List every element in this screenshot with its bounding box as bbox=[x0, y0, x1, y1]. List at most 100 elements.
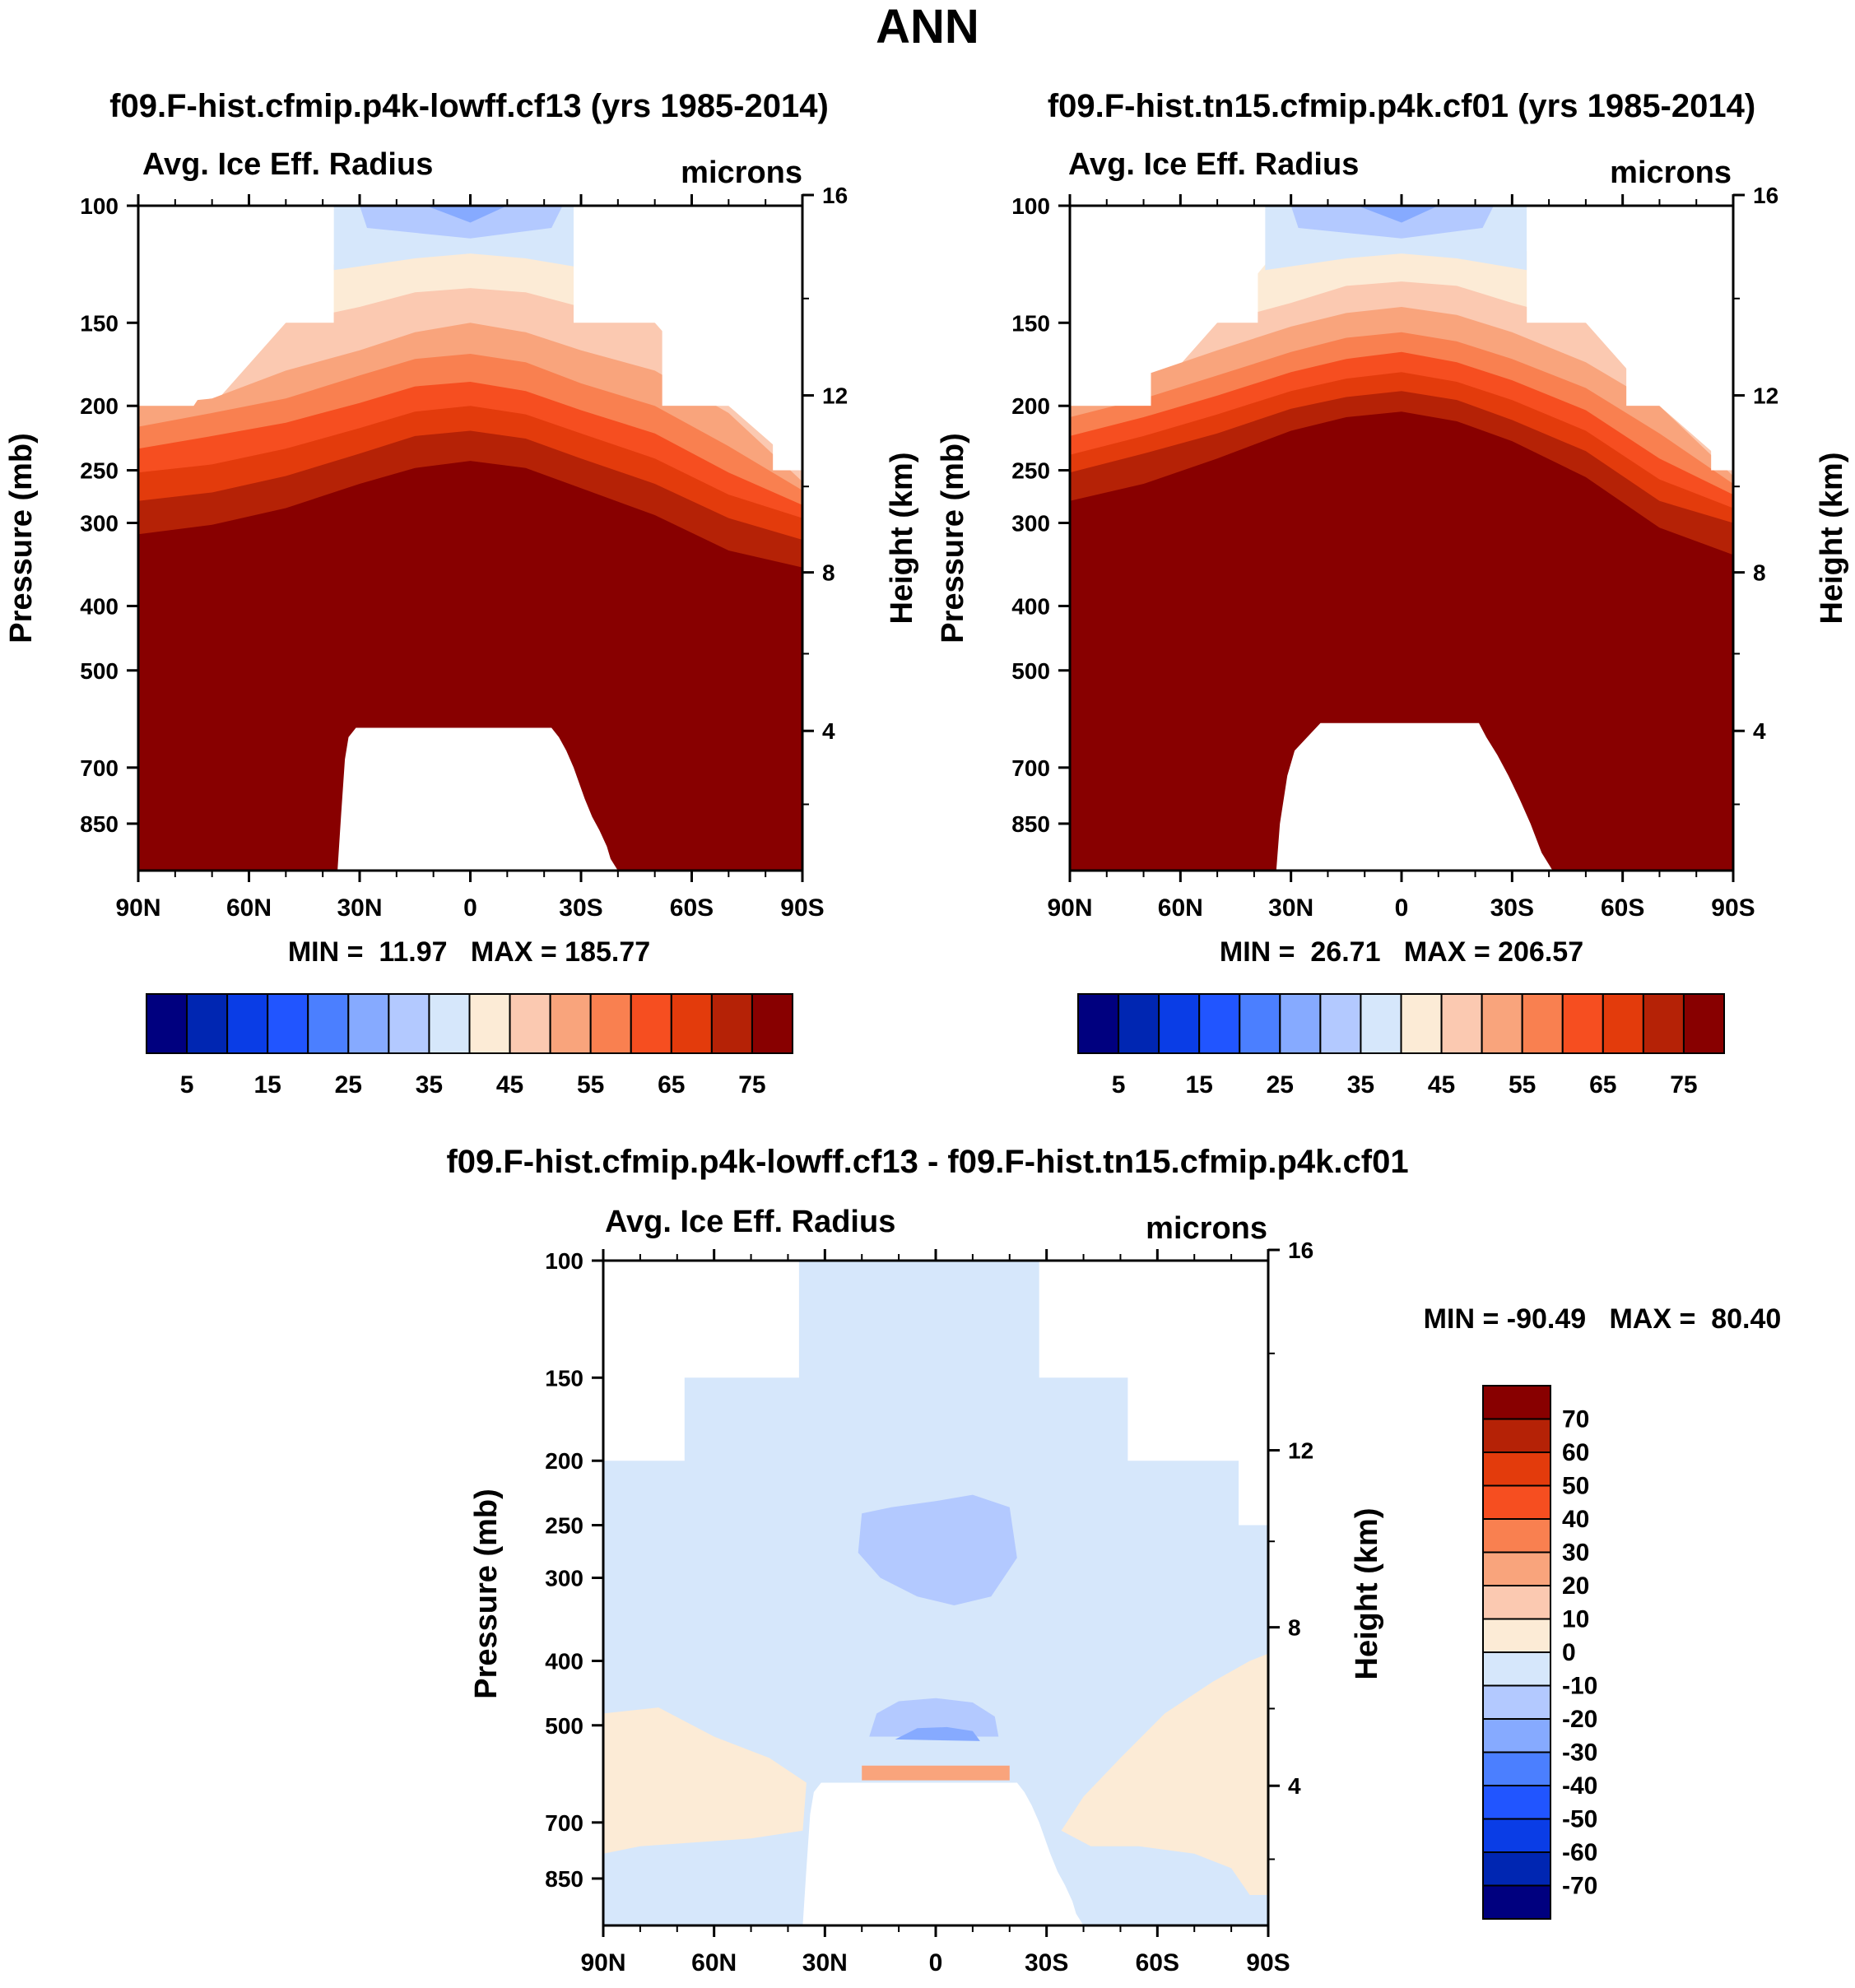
contour-region-warm bbox=[862, 1765, 1010, 1781]
contour-band-25 bbox=[1357, 206, 1439, 223]
contour-fills bbox=[1070, 206, 1733, 871]
colorbar-box bbox=[1482, 1718, 1551, 1753]
colorbar-box bbox=[1482, 1452, 1551, 1487]
colorbar-box bbox=[710, 993, 753, 1054]
colorbar-label: 55 bbox=[577, 1071, 604, 1099]
y-tick-label: 250 bbox=[1011, 458, 1050, 484]
y-tick-label: 400 bbox=[80, 593, 119, 619]
y-right-tick-label: 12 bbox=[822, 383, 848, 409]
right-string: microns bbox=[681, 156, 802, 190]
colorbar-box bbox=[1482, 1884, 1551, 1920]
y-tick-label: 850 bbox=[80, 811, 119, 837]
stats-text: MIN = 26.71 MAX = 206.57 bbox=[1220, 936, 1583, 968]
x-tick-label: 60N bbox=[691, 1949, 737, 1976]
x-tick-label: 90S bbox=[1246, 1949, 1290, 1976]
y-tick-label: 100 bbox=[545, 1248, 583, 1274]
colorbar-box bbox=[1642, 993, 1685, 1054]
y-tick-label: 700 bbox=[545, 1810, 583, 1836]
colorbar-box bbox=[1077, 993, 1120, 1054]
colorbar-box bbox=[1482, 1751, 1551, 1786]
contour-region-0 bbox=[603, 1707, 807, 1854]
y-tick-label: 200 bbox=[80, 393, 119, 419]
terrain-mask bbox=[802, 1782, 1084, 1925]
y-tick-label: 300 bbox=[1011, 511, 1050, 536]
y-tick-label: 400 bbox=[1011, 593, 1050, 619]
colorbar-box bbox=[1482, 1851, 1551, 1887]
colorbar-box bbox=[1482, 1551, 1551, 1586]
colorbar-box bbox=[1482, 1585, 1551, 1620]
colorbar-label: 75 bbox=[738, 1071, 765, 1099]
colorbar-box bbox=[186, 993, 229, 1054]
contour-band-30 bbox=[360, 206, 563, 239]
y-tick-label: 150 bbox=[1011, 310, 1050, 336]
colorbar-label: 55 bbox=[1509, 1071, 1536, 1099]
panel-title: f09.F-hist.cfmip.p4k-lowff.cf13 (yrs 198… bbox=[109, 88, 829, 124]
terrain-mask bbox=[1276, 722, 1553, 871]
colorbar-box bbox=[509, 993, 551, 1054]
colorbar-label: 45 bbox=[1428, 1071, 1455, 1099]
colorbar-label: 15 bbox=[1186, 1071, 1213, 1099]
x-tick-label: 90N bbox=[580, 1949, 625, 1976]
colorbar-box bbox=[630, 993, 672, 1054]
colorbar-box bbox=[1482, 1385, 1551, 1420]
y-tick-label: 100 bbox=[1011, 193, 1050, 219]
y-tick-label: 500 bbox=[545, 1713, 583, 1739]
x-tick-label: 30S bbox=[1490, 894, 1534, 922]
contour-band-25 bbox=[425, 206, 508, 223]
x-tick-label: 0 bbox=[1395, 894, 1409, 922]
left-string: Avg. Ice Eff. Radius bbox=[142, 147, 433, 182]
colorbar-box bbox=[1319, 993, 1362, 1054]
plot-area: 90N 60N 30N 0 30S 60S 90S 100 150 200 250 300 400 500… bbox=[1011, 183, 1778, 922]
y-right-tick-label: 8 bbox=[1753, 560, 1766, 586]
colorbar-label: 35 bbox=[1347, 1071, 1374, 1099]
panel-title: f09.F-hist.cfmip.p4k-lowff.cf13 - f09.F-… bbox=[446, 1144, 1408, 1180]
colorbar-label: 0 bbox=[1562, 1639, 1576, 1666]
colorbar-label: -70 bbox=[1562, 1873, 1597, 1900]
colorbar-label: -10 bbox=[1562, 1673, 1597, 1700]
contour-region-2 bbox=[858, 1494, 1017, 1605]
x-tick-label: 30N bbox=[1268, 894, 1313, 922]
colorbar-label: 20 bbox=[1562, 1572, 1589, 1600]
colorbar-box bbox=[1118, 993, 1160, 1054]
x-tick-label: 30S bbox=[1025, 1949, 1068, 1976]
colorbar-box bbox=[1561, 993, 1604, 1054]
colorbar-box bbox=[1521, 993, 1564, 1054]
left-string: Avg. Ice Eff. Radius bbox=[605, 1205, 895, 1239]
y-axis-label: Pressure (mb) bbox=[4, 433, 39, 643]
x-tick-label: 0 bbox=[929, 1949, 943, 1976]
contour-region-1 bbox=[1061, 1653, 1268, 1895]
panel-model-2: f09.F-hist.tn15.cfmip.p4k.cf01 (yrs 1985… bbox=[936, 88, 1849, 1099]
colorbar-label: 45 bbox=[496, 1071, 523, 1099]
y-tick-label: 200 bbox=[1011, 393, 1050, 419]
y-right-tick-label: 4 bbox=[1753, 718, 1766, 744]
colorbar-label: 65 bbox=[1589, 1071, 1616, 1099]
y-tick-label: 850 bbox=[1011, 811, 1050, 837]
colorbar-box bbox=[468, 993, 511, 1054]
colorbar-box bbox=[751, 993, 793, 1054]
y-right-tick-label: 8 bbox=[1288, 1615, 1301, 1641]
y-tick-label: 700 bbox=[80, 755, 119, 781]
colorbar-box bbox=[1482, 1651, 1551, 1687]
y-right-axis-label: Height (km) bbox=[1815, 453, 1849, 625]
colorbar-box bbox=[307, 993, 350, 1054]
colorbar-box bbox=[1482, 1785, 1551, 1820]
x-tick-label: 90S bbox=[780, 894, 824, 922]
colorbar-label: 5 bbox=[180, 1071, 194, 1099]
y-tick-label: 300 bbox=[545, 1566, 583, 1591]
colorbar: 70 60 50 40 30 20 10 0 -10 -20 -30 -40 -50 -60 -70 bbox=[1482, 1385, 1597, 1920]
colorbar-box bbox=[589, 993, 632, 1054]
colorbar-label: 30 bbox=[1562, 1540, 1589, 1567]
panel-title: f09.F-hist.tn15.cfmip.p4k.cf01 (yrs 1985… bbox=[1048, 88, 1755, 124]
stats-text: MIN = -90.49 MAX = 80.40 bbox=[1424, 1303, 1782, 1335]
y-tick-label: 250 bbox=[80, 458, 119, 484]
colorbar-label: 60 bbox=[1562, 1439, 1589, 1466]
contour-fills bbox=[138, 206, 802, 871]
colorbar-box bbox=[267, 993, 309, 1054]
panel-difference: f09.F-hist.cfmip.p4k-lowff.cf13 - f09.F-… bbox=[446, 1144, 1781, 1976]
colorbar-box bbox=[549, 993, 592, 1054]
colorbar-label: 75 bbox=[1670, 1071, 1697, 1099]
y-axis-label: Pressure (mb) bbox=[469, 1489, 504, 1699]
y-tick-label: 500 bbox=[80, 658, 119, 684]
plot-area: 90N 60N 30N 0 30S 60S 90S 100 150 200 250 300 400 500… bbox=[545, 1238, 1313, 1976]
